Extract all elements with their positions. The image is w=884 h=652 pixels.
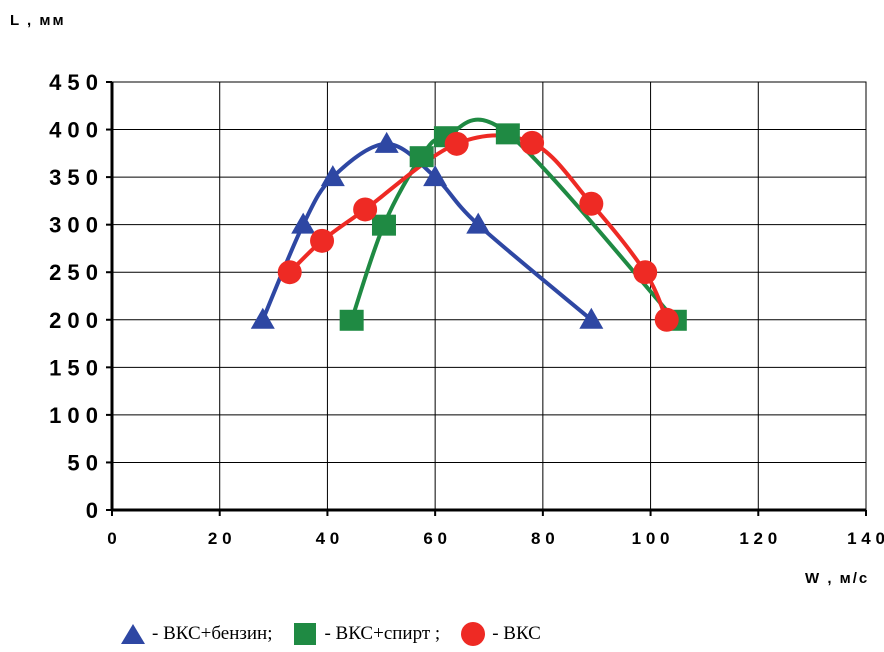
triangle-point [466,212,491,234]
plot-frame [111,81,867,511]
triangle-point [579,307,604,329]
circle-point [310,228,335,253]
triangle-point [374,131,399,153]
x-tick-label: 6 0 [423,529,447,548]
grid [111,81,867,511]
y-tick-label: 5 0 [67,450,98,475]
x-tick-label: 1 4 0 [847,529,884,548]
circle-point [520,130,545,155]
legend-item-spirt: - ВКС+спирт ; [292,622,440,646]
square-point [495,123,520,145]
x-tick-label: 0 [107,529,116,548]
tick-labels: 0 5 0 1 0 0 1 5 0 2 0 0 2 5 0 3 0 0 3 5 0 4 0 0 4… [49,70,884,548]
y-tick-label: 2 5 0 [49,260,98,285]
x-tick-label: 8 0 [531,529,555,548]
legend-item-benzin: - ВКС+бензин; [120,622,272,646]
triangle-point [291,212,316,234]
x-tick-label: 1 0 0 [632,529,670,548]
axes [106,81,867,516]
circle-marker-icon [461,622,486,646]
y-tick-label: 2 0 0 [49,308,98,333]
y-tick-label: 1 0 0 [49,403,98,428]
square-point [371,214,396,236]
y-tick-label: 0 [86,498,98,523]
series-layer [250,117,687,332]
triangle-marker-icon [121,624,145,644]
square-point [339,309,364,331]
legend-label-vks: - ВКС [492,623,541,644]
circle-point [277,260,302,285]
x-tick-label: 1 2 0 [739,529,777,548]
circle-point [654,307,679,332]
circle-point [633,260,658,285]
triangle-point [423,165,448,187]
x-tick-label: 2 0 [208,529,232,548]
circle-point [579,191,604,216]
circle-point [353,197,378,222]
legend-label-benzin: - ВКС+бензин; [152,623,273,644]
square-point [409,146,434,168]
square-marker-icon [294,623,317,645]
legend-label-spirt: - ВКС+спирт ; [324,623,441,644]
y-axis-label: L , мм [10,12,66,29]
x-axis-label: W , м/с [805,570,870,587]
triangle-point [320,165,345,187]
circle-point [444,131,469,156]
y-tick-label: 3 5 0 [49,165,98,190]
legend-item-vks: - ВКС [460,622,541,646]
y-tick-label: 4 5 0 [49,70,98,95]
y-tick-label: 4 0 0 [49,118,98,143]
triangle-point [250,307,275,329]
y-tick-label: 3 0 0 [49,213,98,238]
legend: - ВКС+бензин; - ВКС+спирт ; - ВКС [120,620,561,648]
x-tick-label: 4 0 [316,529,340,548]
chart: 0 5 0 1 0 0 1 5 0 2 0 0 2 5 0 3 0 0 3 5 0 4 0 0 4… [49,70,884,548]
y-tick-label: 1 5 0 [49,355,98,380]
